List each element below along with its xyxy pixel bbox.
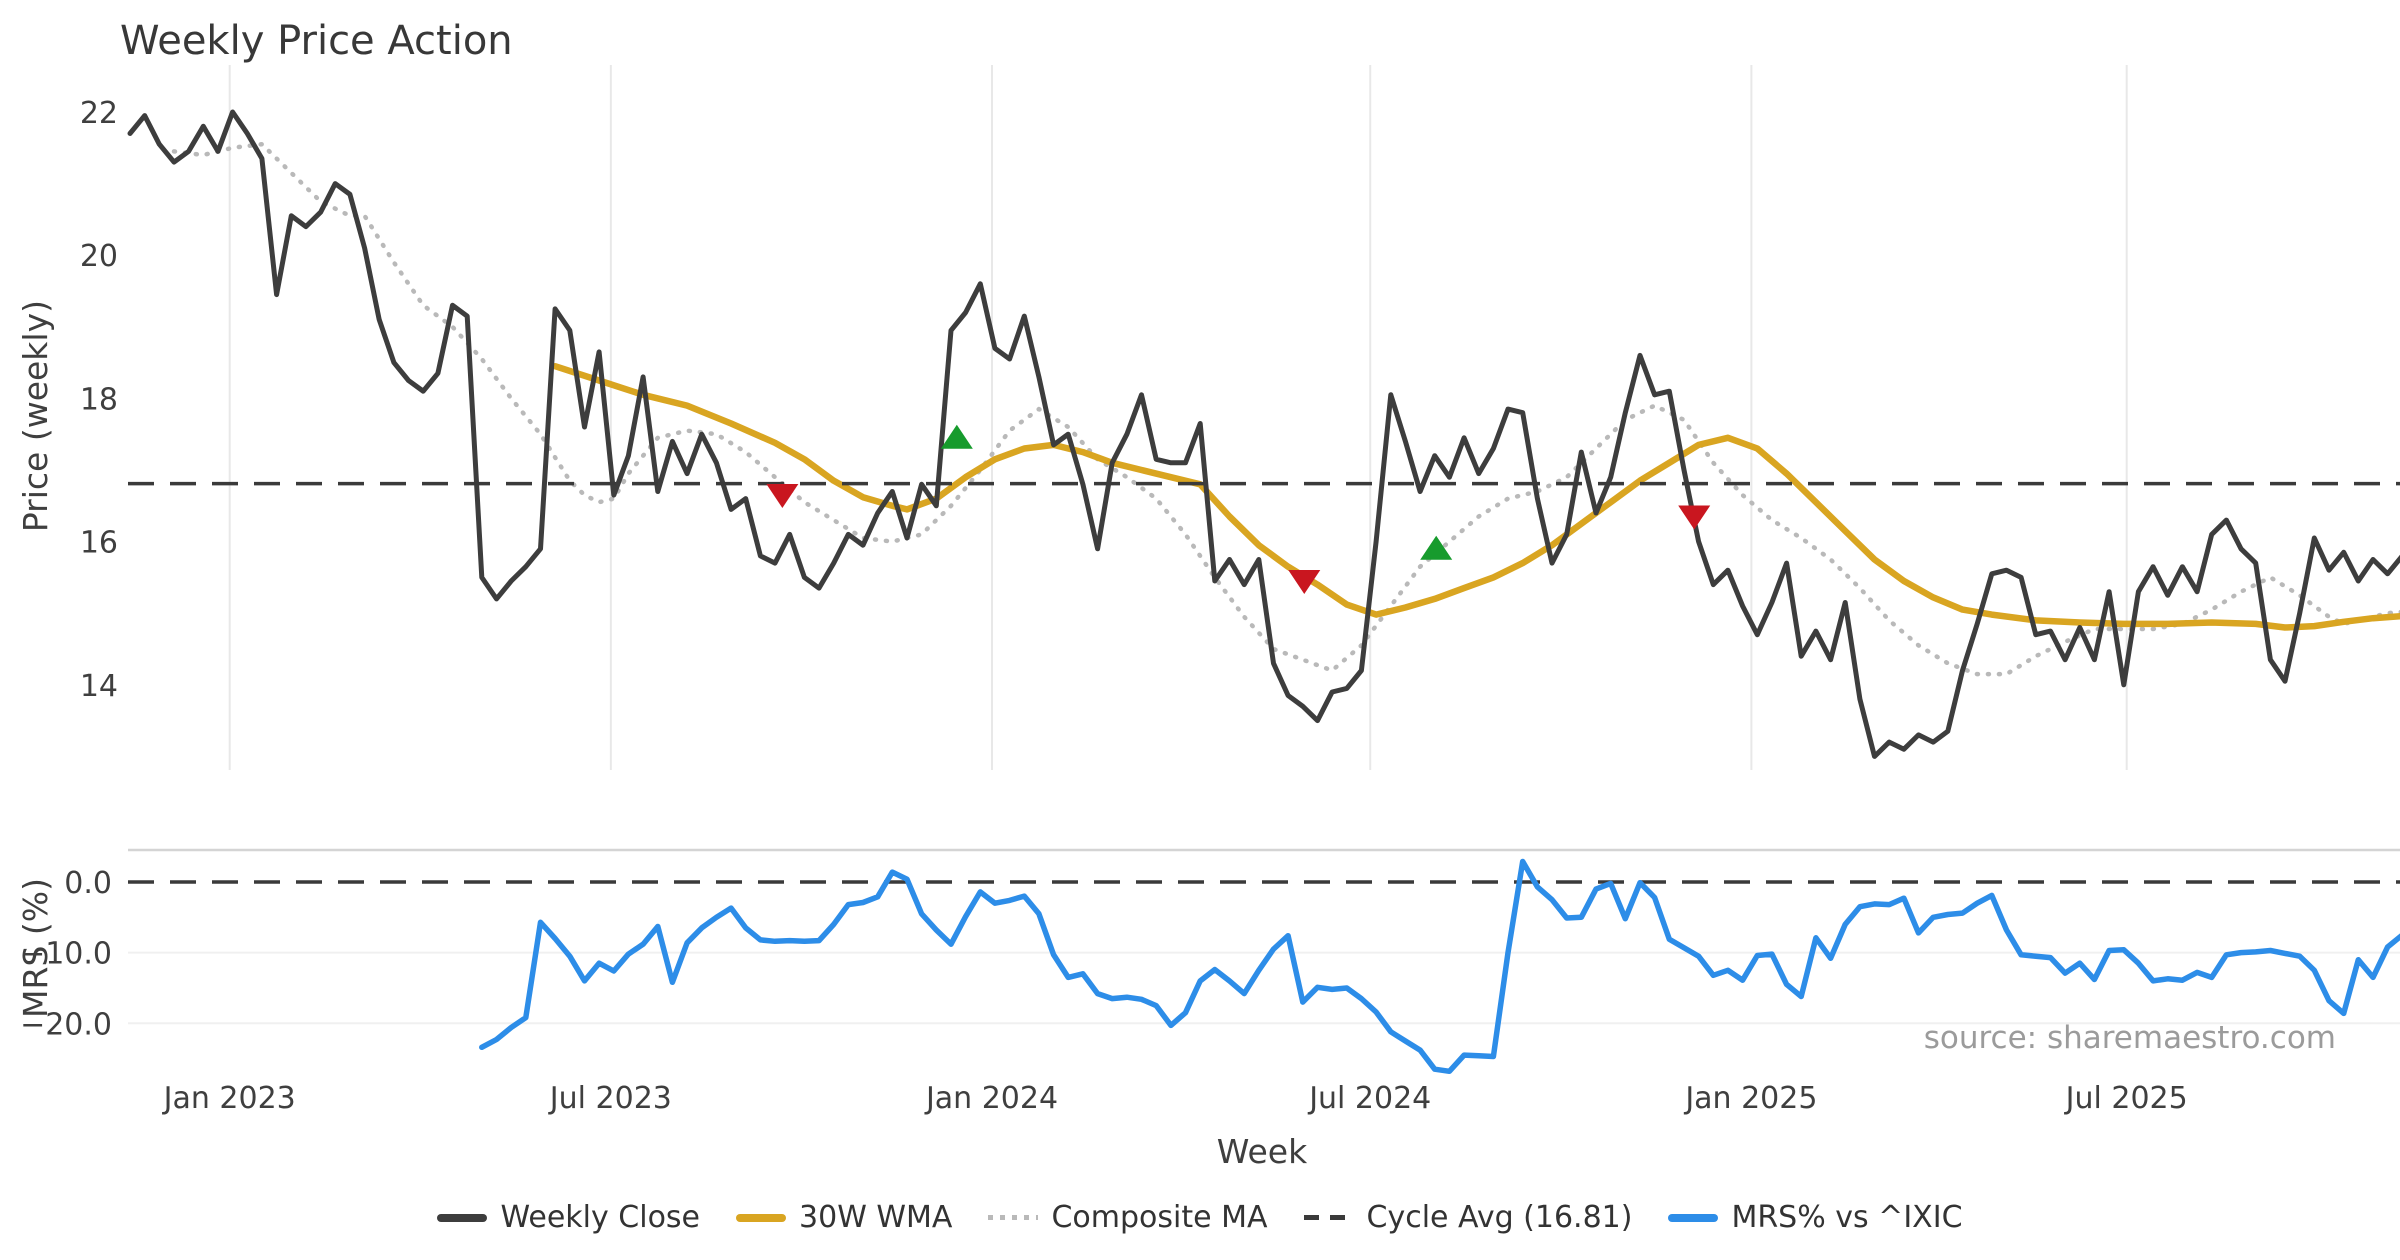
legend-label: Weekly Close (500, 1200, 701, 1235)
price-axis-label: Price (weekly) (16, 300, 55, 533)
svg-text:16: 16 (80, 526, 118, 561)
mrs-swatch-icon (1668, 1213, 1719, 1222)
svg-text:18: 18 (80, 382, 118, 417)
svg-text:−20.0: −20.0 (20, 1007, 112, 1042)
wma-swatch-icon (736, 1213, 787, 1222)
legend-item-mrs: MRS% vs ^IXIC (1668, 1200, 1963, 1235)
legend-label: 30W WMA (799, 1200, 953, 1235)
legend-label: Composite MA (1051, 1200, 1268, 1235)
chart-title: Weekly Price Action (120, 18, 513, 64)
mrs-axis-label: MRS (%) (16, 878, 55, 1018)
svg-text:Jan 2025: Jan 2025 (1683, 1081, 1817, 1116)
legend-label: MRS% vs ^IXIC (1731, 1200, 1963, 1235)
svg-text:Jul 2023: Jul 2023 (548, 1081, 672, 1116)
svg-text:Jan 2023: Jan 2023 (162, 1081, 296, 1116)
buy-marker-icon (1420, 535, 1453, 560)
sell-marker-icon (1678, 505, 1711, 530)
legend: Weekly Close 30W WMA Composite MA Cycle … (0, 1200, 2400, 1235)
source-note: source: sharemaestro.com (1923, 1020, 2336, 1056)
svg-text:Jan 2024: Jan 2024 (924, 1081, 1058, 1116)
svg-text:14: 14 (80, 669, 118, 704)
sell-marker-icon (766, 484, 799, 509)
composite-swatch-icon (988, 1215, 1039, 1220)
cycle-avg-swatch-icon (1303, 1215, 1354, 1220)
legend-label: Cycle Avg (16.81) (1366, 1200, 1633, 1235)
legend-item-composite-ma: Composite MA (988, 1200, 1268, 1235)
svg-text:20: 20 (80, 239, 118, 274)
svg-text:Jul 2025: Jul 2025 (2064, 1081, 2188, 1116)
x-axis-title: Week (1216, 1132, 1308, 1171)
svg-text:Jul 2024: Jul 2024 (1307, 1081, 1431, 1116)
legend-item-30w-wma: 30W WMA (736, 1200, 952, 1235)
buy-marker-icon (940, 424, 973, 449)
legend-item-weekly-close: Weekly Close (437, 1200, 700, 1235)
sell-marker-icon (1288, 569, 1321, 594)
legend-item-cycle-avg: Cycle Avg (16.81) (1303, 1200, 1633, 1235)
svg-text:−10.0: −10.0 (20, 937, 112, 972)
svg-text:22: 22 (80, 96, 118, 131)
weekly-close-swatch-icon (437, 1213, 488, 1222)
svg-text:0.0: 0.0 (64, 866, 112, 901)
